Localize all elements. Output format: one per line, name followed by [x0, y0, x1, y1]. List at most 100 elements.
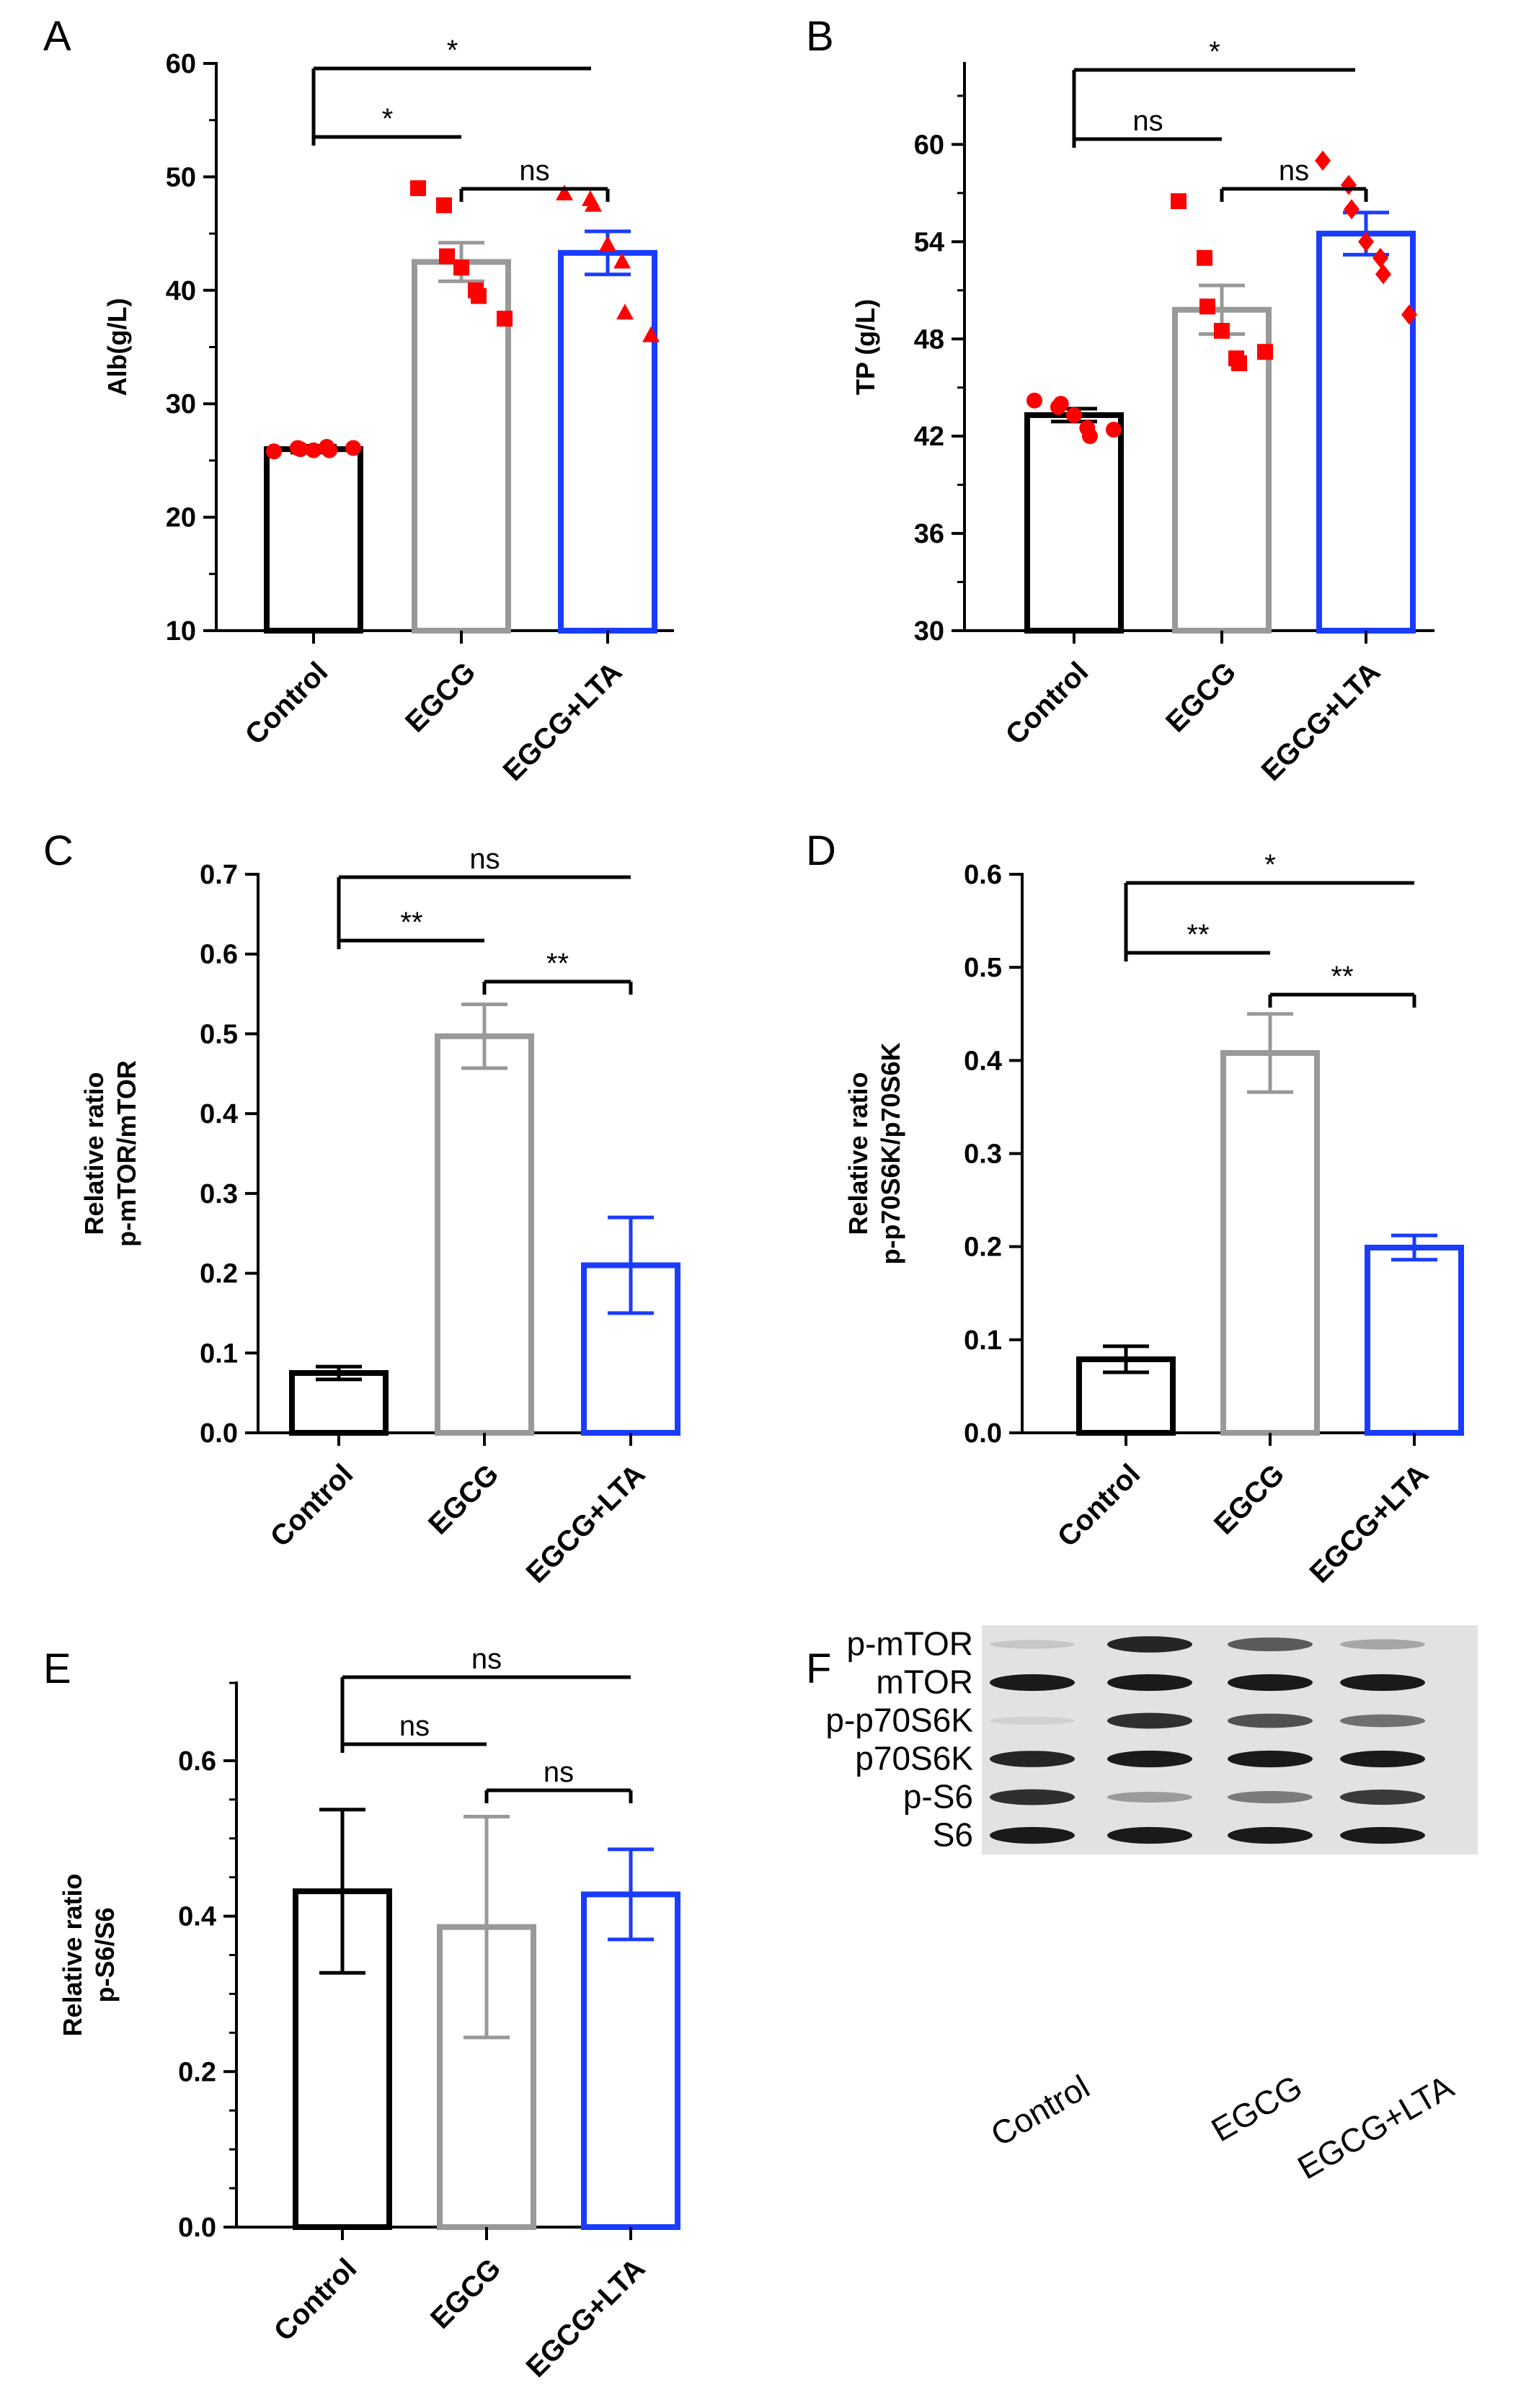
- y-tick-label: 0.2: [200, 1259, 238, 1289]
- data-point: [1257, 344, 1273, 360]
- blot-band: [1228, 1713, 1313, 1728]
- data-point: [1231, 355, 1247, 371]
- y-tick-label: 0.4: [200, 1099, 238, 1129]
- y-tick-label: 0.0: [178, 2213, 216, 2243]
- blot-band: [990, 1716, 1075, 1725]
- data-point: [345, 440, 361, 456]
- y-tick-label: 40: [166, 276, 196, 306]
- data-point: [1171, 193, 1187, 210]
- significance-label: *: [382, 103, 394, 135]
- significance-label: ns: [519, 155, 549, 187]
- blot-row-label: p-mTOR: [847, 1625, 974, 1663]
- blot-band: [1107, 1826, 1192, 1844]
- significance-label: **: [546, 948, 569, 979]
- blot-lane-label: Control: [985, 2068, 1096, 2154]
- data-point: [1026, 392, 1042, 409]
- chart-p-p70s6k-ratio: 0.0 0.1 0.2 0.3 0.4 0.5 0.6 Relative ratio p-p70…: [843, 849, 1464, 1589]
- blot-band: [1340, 1714, 1425, 1728]
- significance-label: *: [447, 35, 458, 66]
- x-tick-label: EGCG: [1208, 1458, 1290, 1540]
- data-point: [1401, 304, 1417, 325]
- data-point: [1197, 249, 1212, 266]
- data-point: [439, 248, 455, 265]
- y-tick-label: 0.6: [964, 860, 1002, 890]
- panel-label-b: B: [806, 13, 834, 60]
- blot-band: [1107, 1712, 1192, 1729]
- y-tick-label: 10: [166, 616, 196, 647]
- y-tick-label: 20: [166, 503, 196, 533]
- significance-label: *: [1209, 36, 1220, 68]
- blot-band: [1340, 1789, 1425, 1805]
- y-tick-label: 0.6: [200, 940, 238, 970]
- significance-label: ns: [1132, 105, 1163, 137]
- data-point: [642, 326, 660, 342]
- data-point: [616, 303, 634, 320]
- y-tick-label: 0.0: [200, 1418, 238, 1449]
- data-point: [1372, 247, 1388, 268]
- y-tick-label: 0.5: [200, 1019, 238, 1049]
- y-axis-title: p-mTOR/mTOR: [112, 1060, 141, 1247]
- y-tick-label: 36: [914, 519, 944, 549]
- y-tick-label: 0.2: [964, 1232, 1002, 1263]
- blot-lane-label: EGCG+LTA: [1291, 2067, 1460, 2186]
- bar: [581, 1891, 680, 2230]
- x-tick-label: Control: [1000, 656, 1095, 751]
- bar: [412, 259, 511, 634]
- y-tick-label: 0.0: [964, 1418, 1002, 1449]
- blot-band: [1228, 1791, 1313, 1803]
- data-point: [1082, 428, 1098, 445]
- y-tick-label: 30: [166, 389, 196, 419]
- blot-band: [1340, 1674, 1425, 1692]
- data-point: [1199, 298, 1215, 315]
- blot-band: [1228, 1637, 1313, 1652]
- bar: [435, 1033, 534, 1436]
- y-tick-label: 0.4: [964, 1046, 1002, 1076]
- data-point: [1214, 323, 1230, 339]
- y-tick-label: 0.3: [964, 1139, 1002, 1170]
- panel-label-c: C: [43, 827, 74, 874]
- significance-label: ns: [469, 843, 500, 875]
- y-tick-label: 60: [914, 130, 944, 160]
- bar: [1365, 1244, 1464, 1436]
- blot-band: [1228, 1826, 1313, 1844]
- y-axis-title: Alb(g/L): [102, 298, 132, 396]
- x-tick-label: EGCG+LTA: [520, 2252, 652, 2383]
- data-point: [1052, 396, 1069, 412]
- y-axis-title: TP (g/L): [851, 299, 880, 395]
- data-point: [613, 252, 631, 269]
- bar: [264, 446, 363, 634]
- data-point: [1106, 422, 1122, 438]
- y-axis-title: p-S6/S6: [90, 1907, 120, 2002]
- panel-label-a: A: [43, 13, 71, 60]
- significance-label: ns: [399, 1710, 430, 1742]
- data-point: [266, 443, 282, 460]
- blot-band: [990, 1751, 1075, 1767]
- y-tick-label: 54: [914, 227, 944, 257]
- blot-band: [990, 1674, 1075, 1692]
- data-point: [1344, 199, 1360, 220]
- y-tick-label: 0.2: [178, 2057, 216, 2087]
- bar: [1316, 231, 1416, 634]
- significance-label: ns: [544, 1756, 574, 1788]
- y-axis-title: p-p70S6K/p70S6K: [876, 1042, 905, 1264]
- blot-row-label: p70S6K: [855, 1740, 973, 1777]
- data-point: [556, 185, 573, 201]
- data-point: [1341, 174, 1357, 195]
- data-point: [1315, 150, 1331, 171]
- bar: [1220, 1050, 1320, 1436]
- significance-label: ns: [1279, 155, 1309, 187]
- y-tick-label: 50: [166, 162, 196, 192]
- x-tick-label: Control: [239, 656, 334, 751]
- data-point: [497, 311, 513, 327]
- blot-band: [1107, 1674, 1192, 1692]
- x-tick-label: EGCG+LTA: [497, 656, 629, 787]
- chart-p-mtor-ratio: 0.0 0.1 0.2 0.3 0.4 0.5 0.6 0.7 Relative ratio p-…: [79, 843, 680, 1589]
- x-tick-label: EGCG: [399, 656, 482, 738]
- x-tick-label: EGCG: [425, 2252, 507, 2334]
- y-tick-label: 0.7: [200, 860, 238, 890]
- x-tick-label: EGCG+LTA: [1304, 1458, 1435, 1589]
- y-tick-label: 0.1: [200, 1338, 238, 1369]
- blot-band: [990, 1640, 1075, 1649]
- x-tick-label: Control: [268, 2252, 363, 2347]
